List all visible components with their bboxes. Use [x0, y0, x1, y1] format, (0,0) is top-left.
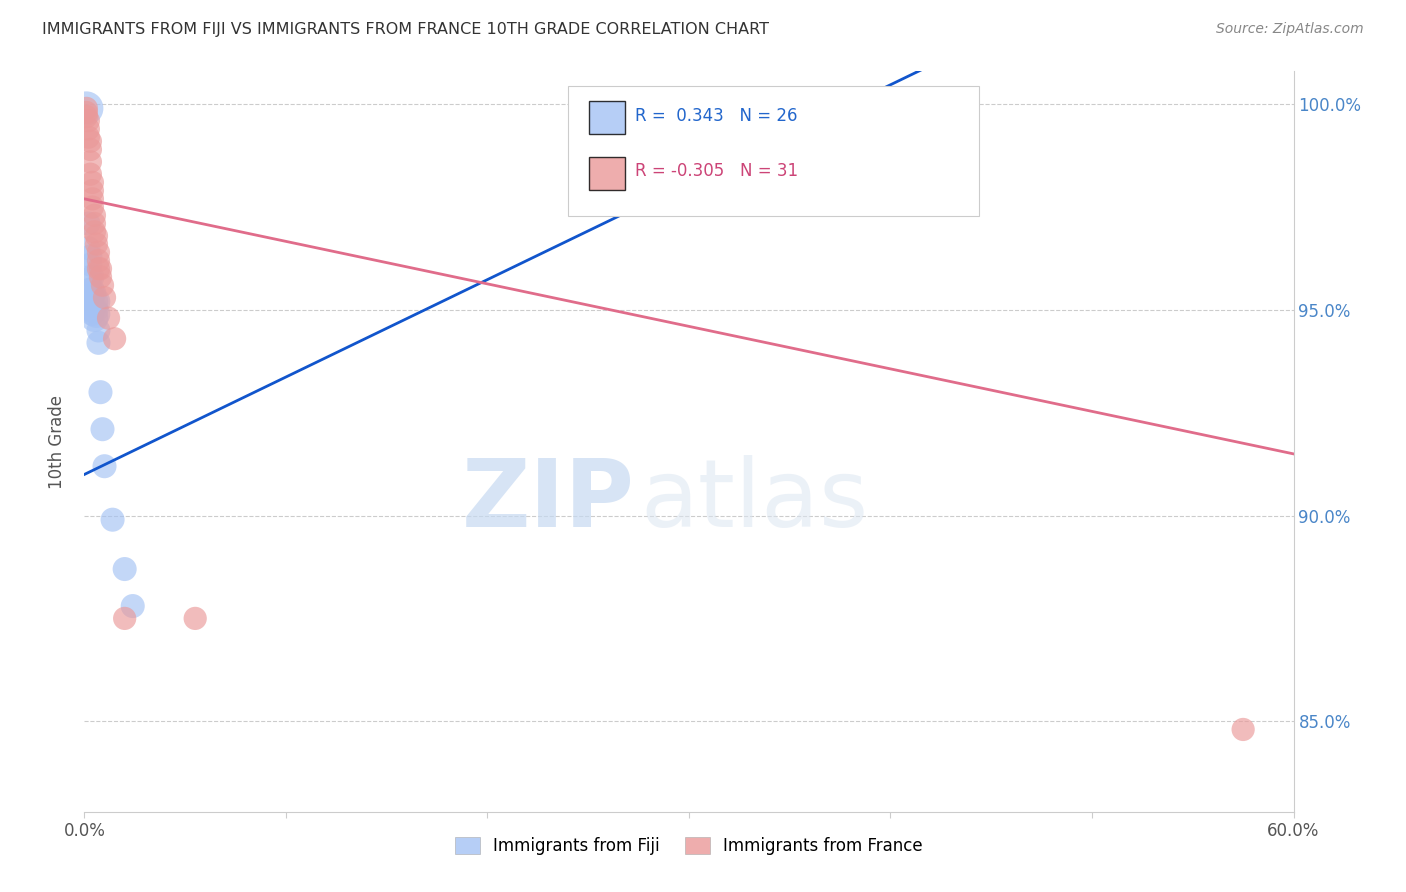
- FancyBboxPatch shape: [589, 156, 624, 190]
- Point: [83, 294, 105, 309]
- Point: [87, 245, 110, 260]
- Point: [121, 599, 143, 613]
- Point: [82, 282, 104, 296]
- Point: [83, 302, 105, 317]
- Point: [82, 270, 104, 285]
- Point: [87, 253, 110, 268]
- Point: [79, 270, 101, 285]
- Text: R = -0.305   N = 31: R = -0.305 N = 31: [634, 162, 797, 180]
- Point: [89, 261, 111, 276]
- Text: R =  0.343   N = 26: R = 0.343 N = 26: [634, 107, 797, 125]
- Point: [91, 422, 114, 436]
- Point: [114, 611, 136, 625]
- Point: [82, 291, 104, 305]
- Text: Source: ZipAtlas.com: Source: ZipAtlas.com: [1216, 22, 1364, 37]
- Point: [82, 200, 104, 214]
- Point: [77, 241, 100, 255]
- Point: [79, 154, 101, 169]
- Point: [87, 324, 110, 338]
- Point: [83, 217, 105, 231]
- Point: [97, 311, 120, 326]
- Point: [79, 250, 101, 264]
- Point: [89, 385, 111, 400]
- Point: [86, 228, 108, 243]
- Point: [83, 286, 105, 301]
- Point: [93, 459, 115, 474]
- Point: [83, 208, 105, 222]
- Point: [79, 134, 101, 148]
- FancyBboxPatch shape: [589, 101, 624, 135]
- Point: [75, 105, 97, 120]
- Text: IMMIGRANTS FROM FIJI VS IMMIGRANTS FROM FRANCE 10TH GRADE CORRELATION CHART: IMMIGRANTS FROM FIJI VS IMMIGRANTS FROM …: [42, 22, 769, 37]
- Point: [82, 299, 104, 313]
- Text: atlas: atlas: [641, 455, 869, 547]
- Point: [79, 258, 101, 272]
- Point: [104, 332, 127, 346]
- Point: [79, 282, 101, 296]
- Point: [83, 311, 105, 326]
- Point: [1232, 723, 1254, 737]
- Point: [89, 270, 111, 285]
- Point: [77, 217, 100, 231]
- Point: [75, 110, 97, 124]
- Point: [77, 130, 100, 145]
- Point: [75, 101, 97, 115]
- Point: [101, 513, 124, 527]
- Point: [86, 294, 108, 309]
- Point: [91, 278, 114, 293]
- Point: [87, 335, 110, 350]
- Point: [77, 122, 100, 136]
- Point: [87, 261, 110, 276]
- Point: [86, 307, 108, 321]
- Point: [79, 143, 101, 157]
- Point: [77, 113, 100, 128]
- Point: [184, 611, 207, 625]
- Point: [93, 291, 115, 305]
- Y-axis label: 10th Grade: 10th Grade: [48, 394, 66, 489]
- Point: [75, 101, 97, 115]
- Point: [79, 167, 101, 181]
- Point: [82, 184, 104, 198]
- Point: [82, 192, 104, 206]
- Point: [86, 237, 108, 252]
- Text: ZIP: ZIP: [461, 455, 634, 547]
- Point: [83, 225, 105, 239]
- FancyBboxPatch shape: [568, 87, 979, 216]
- Legend: Immigrants from Fiji, Immigrants from France: Immigrants from Fiji, Immigrants from Fr…: [456, 837, 922, 855]
- Point: [82, 307, 104, 321]
- Point: [114, 562, 136, 576]
- Point: [82, 176, 104, 190]
